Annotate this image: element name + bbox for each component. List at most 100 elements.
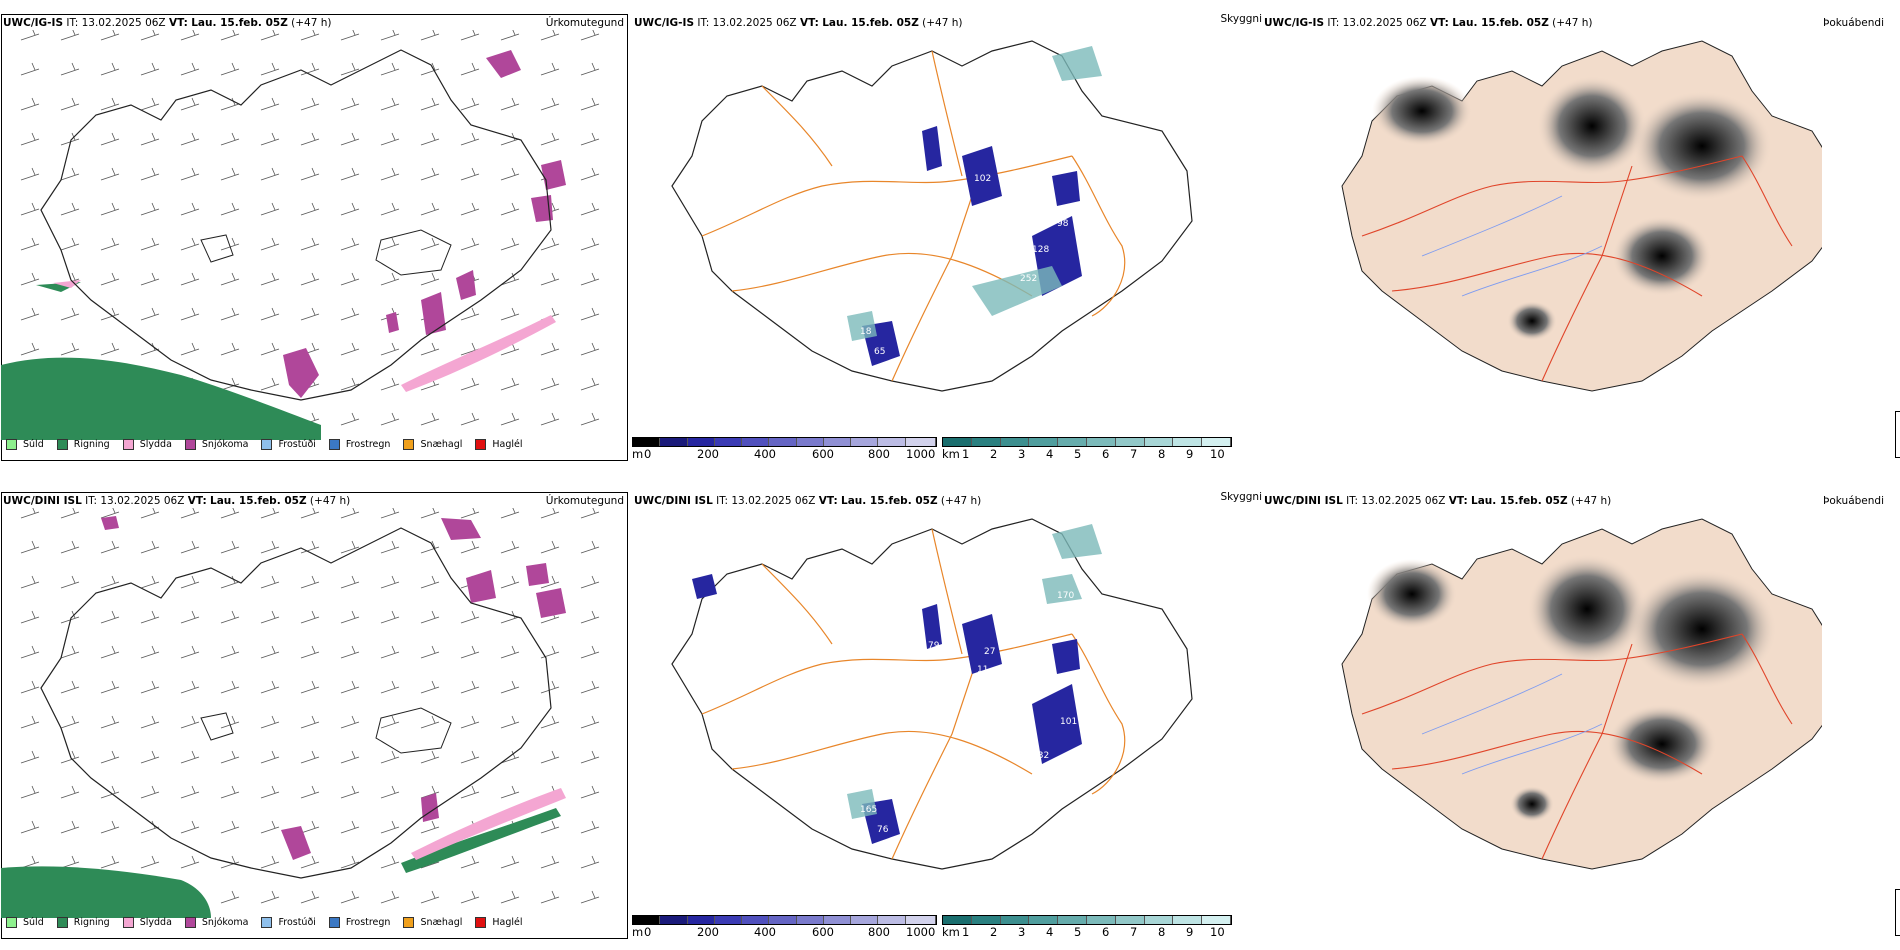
terrain-panel-bottom: UWC/DINI ISL IT: 13.02.2025 06Z VT: Lau.… [632,478,1262,950]
wind-barb [220,820,240,834]
wind-barb [500,97,520,111]
wind-barb [420,62,440,76]
legend-item-snaehagl: Snæhagl [403,436,462,452]
wind-barb [180,97,200,111]
wind-barb [260,30,280,41]
wind-barb [300,645,320,659]
legend-item-frostregn: Frostregn [328,914,390,930]
tick: 200 [697,447,719,461]
wind-barb [340,97,360,111]
wind-barb [260,610,280,624]
wind-barb [420,540,440,554]
wind-barb [540,30,560,41]
wind-barb [580,237,600,251]
elev-label: 200 [1132,149,1149,159]
wind-barb [300,508,320,519]
snow-patch-7 [386,312,399,333]
wind-barb [580,202,600,216]
wind-barb [300,715,320,729]
wind-barb [100,750,120,764]
unit-label: km [942,447,960,461]
wind-barb [260,237,280,251]
wind-barb [500,272,520,286]
wind-barb [180,202,200,216]
wind-barb [580,540,600,554]
fog-legend: 0 60 [1895,889,1900,936]
fog-rivers [1421,195,1603,297]
wind-barb [60,97,80,111]
elev-label: 220 [1022,623,1039,633]
snow-patch-6 [281,826,311,860]
model-name: UWC/DINI ISL [634,495,713,507]
swatch [122,438,134,450]
wind-barb [300,540,320,554]
wind-barb [300,97,320,111]
wind-barb [500,377,520,391]
sleet-area-se [401,315,556,392]
wind-barb [580,132,600,146]
wind-barb [100,680,120,694]
wind-barb [220,785,240,799]
wind-barb [580,890,600,904]
wind-barb [420,202,440,216]
wind-barb [340,167,360,181]
panel-title: UWC/DINI ISL IT: 13.02.2025 06Z VT: Lau.… [634,494,981,508]
legend-label: Snæhagl [420,916,463,928]
wind-barb [180,132,200,146]
wind-barb [180,785,200,799]
elev-label: 27 [984,647,995,657]
lead-time: (+47 h) [922,17,963,29]
sleet-area-w [53,280,81,288]
precip-panel-bottom: UWC/DINI ISL IT: 13.02.2025 06Z VT: Lau.… [0,478,630,950]
wind-barb [500,237,520,251]
wind-barb [220,132,240,146]
wind-barb [140,680,160,694]
precip-frame [1,14,628,461]
model-name: UWC/DINI ISL [1264,495,1343,507]
elev-label: 170 [1057,591,1074,601]
unit-label: m [632,925,644,939]
terrain-param-label: Skyggni [1220,491,1263,503]
wind-barb [460,750,480,764]
elev-label: 102 [974,174,991,184]
wind-barbs [20,30,600,426]
visibility-colorbar: km 1 2 3 4 5 6 7 8 9 10 [942,915,1232,939]
wind-barb [20,610,40,624]
wind-barb [580,342,600,356]
wind-barb [60,167,80,181]
wind-barb [140,508,160,519]
wind-barb [260,645,280,659]
wind-barb [580,820,600,834]
wind-barb [220,680,240,694]
wind-barb [580,412,600,426]
wind-barb [180,855,200,869]
bottom-row: UWC/DINI ISL IT: 13.02.2025 06Z VT: Lau.… [0,478,1900,950]
wind-barb [220,202,240,216]
wind-barb [580,62,600,76]
wind-barb [340,645,360,659]
wind-barb [180,30,200,41]
swatch [56,438,68,450]
precip-param-label: Úrkomutegund [545,495,624,507]
wind-barb [260,167,280,181]
wind-barb [220,645,240,659]
wind-barb [340,820,360,834]
it-value: 13.02.2025 06Z [100,495,185,507]
vt-label: VT: [1429,17,1449,29]
wind-barb [20,508,40,519]
legend-item-sudl: Súld [6,436,44,452]
wind-barb [20,342,40,356]
wind-barb [260,202,280,216]
fog-panel-bottom: UWC/DINI ISL IT: 13.02.2025 06Z VT: Lau.… [1262,478,1900,950]
wind-barb [540,62,560,76]
wind-barb [300,62,320,76]
wind-barb [100,715,120,729]
wind-barb [300,30,320,41]
wind-barb [300,132,320,146]
legend-label: Frostregn [345,438,391,450]
wind-barb [20,715,40,729]
wind-barb [540,342,560,356]
tick: 1 [962,447,970,461]
wind-barb [140,62,160,76]
swatch [328,438,340,450]
